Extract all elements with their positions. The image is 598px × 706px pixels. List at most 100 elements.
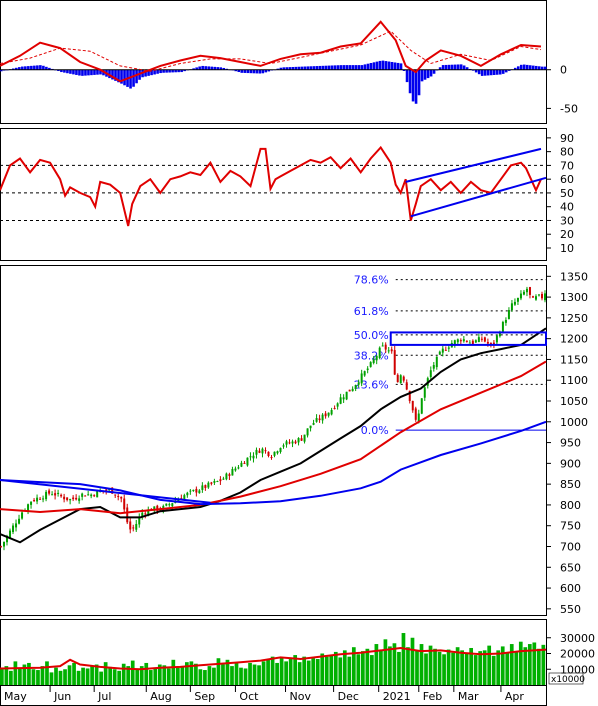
candle-body	[396, 374, 399, 383]
volume-bar	[365, 648, 370, 685]
volume-bar	[31, 669, 36, 685]
macd-histogram-bar	[315, 66, 319, 70]
candle-body	[339, 397, 342, 404]
candle-body	[129, 521, 132, 530]
candle-body	[498, 333, 501, 337]
macd-histogram-bar	[249, 69, 253, 74]
month-label: Aug	[150, 690, 171, 703]
volume-bar	[415, 650, 419, 685]
macd-histogram-bar	[330, 65, 334, 70]
macd-histogram-bar	[324, 65, 328, 70]
macd-histogram-bar	[39, 65, 42, 70]
macd-histogram-bar	[90, 69, 93, 76]
macd-histogram-bar	[423, 69, 427, 80]
volume-bar	[148, 670, 153, 685]
candle-body	[393, 350, 396, 375]
macd-histogram-bar	[321, 65, 325, 70]
macd-histogram-bar	[15, 67, 18, 70]
macd-histogram-bar	[309, 66, 313, 70]
candle-body	[288, 442, 291, 444]
macd-histogram-bar	[450, 64, 454, 70]
candle-body	[405, 382, 408, 390]
volume-bar	[491, 655, 496, 685]
fib-level-label: 0.0%	[361, 424, 389, 437]
macd-histogram-bar	[60, 69, 63, 73]
candle-body	[534, 296, 537, 300]
volume-bar	[76, 670, 81, 685]
macd-histogram-bar	[540, 66, 544, 70]
macd-histogram-bar	[339, 65, 343, 70]
candle-body	[489, 342, 492, 345]
rsi-tick-label: 40	[560, 201, 574, 214]
volume-bar	[401, 633, 406, 685]
macd-histogram-bar	[36, 65, 39, 70]
rsi-line	[0, 145, 542, 227]
candle-body	[258, 450, 261, 453]
candle-body	[228, 474, 231, 476]
macd-histogram-bar	[279, 67, 283, 70]
volume-bar	[166, 668, 171, 685]
volume-bar	[207, 666, 212, 685]
macd-histogram-bar	[318, 65, 322, 70]
macd-histogram-bar	[366, 63, 370, 70]
volume-bar	[279, 657, 284, 685]
candle-body	[276, 451, 279, 454]
candle-body	[138, 516, 141, 525]
macd-histogram-bar	[24, 66, 27, 70]
candle-body	[168, 504, 171, 506]
panel-rsi-frame	[0, 128, 547, 261]
volume-bar	[139, 666, 144, 685]
macd-histogram-bar	[522, 64, 526, 70]
price-tick-label: 1200	[560, 333, 588, 346]
moving-average-line	[0, 327, 547, 544]
x-axis: May Jun Jul Aug Sep Oct Nov Dec 2021 Feb Mar Apr	[0, 686, 524, 703]
volume-bar	[67, 665, 72, 685]
macd-histogram-bar	[213, 66, 216, 70]
volume-bar	[248, 662, 252, 685]
candle-body	[303, 434, 306, 442]
macd-histogram-bar	[360, 65, 364, 70]
volume-bar	[230, 666, 234, 685]
macd-histogram-bar	[168, 69, 171, 73]
volume-bar	[324, 656, 329, 685]
macd-histogram-bar	[516, 66, 520, 70]
candle-body	[234, 468, 237, 471]
candle-body	[471, 340, 474, 344]
candle-body	[543, 293, 546, 301]
volume-bar	[306, 660, 311, 685]
candle-body	[123, 498, 126, 510]
macd-histogram-bar	[507, 69, 511, 71]
candle-body	[480, 338, 483, 340]
volume-bar	[261, 661, 266, 685]
volume-bar	[541, 644, 546, 685]
candle-body	[411, 400, 414, 411]
price-trendline	[0, 479, 211, 504]
macd-histogram-bar	[462, 65, 466, 70]
price-tick-label: 550	[560, 603, 581, 616]
candle-body	[198, 490, 201, 494]
volume-bar	[527, 644, 532, 685]
candle-body	[126, 507, 129, 523]
rsi-tick-label: 60	[560, 173, 574, 186]
candle-body	[195, 488, 198, 493]
candle-body	[18, 518, 21, 524]
volume-bar	[433, 648, 437, 685]
volume-bar	[90, 666, 94, 685]
volume-bar	[9, 670, 13, 685]
candle-body	[237, 467, 240, 469]
volume-bar	[320, 653, 325, 685]
candle-body	[213, 480, 216, 483]
candle-body	[495, 335, 498, 343]
candle-body	[48, 490, 51, 494]
macd-histogram-bar	[375, 61, 379, 70]
candle-body	[504, 319, 507, 323]
macd-histogram-bar	[210, 66, 213, 70]
macd-histogram-bar	[390, 62, 394, 70]
macd-histogram-bar	[336, 65, 340, 70]
volume-bar	[243, 668, 248, 685]
candle-body	[72, 497, 75, 500]
macd-histogram-bar	[429, 69, 433, 77]
macd-histogram-bar	[159, 69, 162, 74]
rsi-channel-line	[405, 147, 542, 183]
volume-bar	[194, 663, 198, 685]
